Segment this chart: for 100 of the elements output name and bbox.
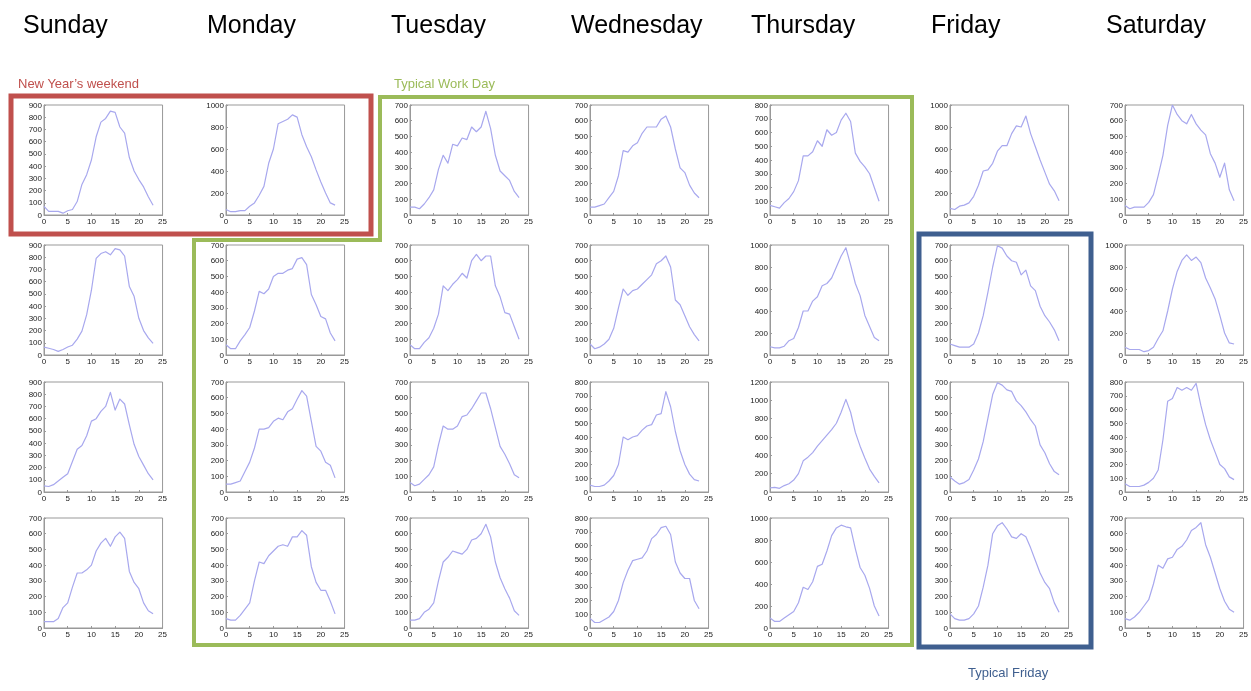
- x-tick-label: 10: [632, 629, 643, 639]
- y-tick-label: 800: [574, 377, 589, 387]
- x-tick-label: 10: [86, 629, 97, 639]
- x-tick-label: 10: [992, 629, 1003, 639]
- y-tick-label: 400: [574, 432, 589, 442]
- y-tick-label: 600: [1109, 529, 1124, 539]
- y-tick-label: 200: [934, 456, 949, 466]
- y-tick-label: 600: [1109, 405, 1124, 414]
- y-tick-label: 100: [754, 196, 769, 206]
- y-tick-label: 400: [210, 560, 225, 570]
- x-tick-label: 5: [611, 216, 617, 226]
- x-tick-label: 10: [452, 629, 463, 639]
- y-tick-label: 200: [574, 319, 589, 329]
- y-tick-label: 600: [210, 393, 225, 403]
- line-series: [1124, 382, 1235, 488]
- x-tick-label: 10: [632, 356, 643, 366]
- x-tick-label: 5: [247, 493, 253, 503]
- x-tick-label: 15: [656, 493, 667, 503]
- x-tick-label: 10: [268, 493, 279, 503]
- y-tick-label: 100: [28, 607, 43, 617]
- y-tick-label: 700: [574, 391, 589, 401]
- x-tick-label: 5: [971, 356, 977, 366]
- y-tick-label: 500: [934, 408, 949, 418]
- x-tick-label: 5: [791, 356, 797, 366]
- x-tick-label: 15: [476, 216, 487, 226]
- line-series: [769, 112, 880, 209]
- x-tick-label: 20: [316, 356, 326, 366]
- y-tick-label: 100: [394, 334, 409, 344]
- x-tick-label: 5: [431, 629, 437, 639]
- y-tick-label: 300: [394, 576, 409, 586]
- x-tick-label: 5: [791, 216, 797, 226]
- chart-title: Wednesday: [571, 9, 704, 38]
- y-tick-label: 400: [1109, 432, 1124, 442]
- y-tick-label: 100: [210, 471, 225, 481]
- y-tick-label: 600: [574, 405, 589, 414]
- line-series: [589, 115, 700, 208]
- x-tick-label: 25: [524, 493, 534, 503]
- y-tick-label: 900: [28, 240, 43, 250]
- y-tick-label: 500: [574, 554, 589, 564]
- x-tick-label: 15: [476, 629, 487, 639]
- y-tick-label: 500: [754, 141, 769, 151]
- y-tick-label: 100: [28, 475, 43, 485]
- x-tick-label: 5: [247, 216, 253, 226]
- x-tick-label: 10: [86, 493, 97, 503]
- y-tick-label: 300: [934, 440, 949, 450]
- x-tick-label: 20: [316, 629, 326, 639]
- y-tick-label: 200: [1109, 460, 1124, 469]
- y-tick-label: 400: [574, 568, 589, 578]
- y-tick-label: 700: [394, 100, 409, 110]
- y-tick-label: 400: [1109, 147, 1124, 157]
- x-tick-label: 10: [1167, 216, 1178, 226]
- y-tick-label: 200: [754, 328, 769, 338]
- y-tick-label: 400: [394, 287, 409, 297]
- y-tick-label: 700: [574, 527, 589, 537]
- x-tick-label: 25: [1064, 493, 1074, 503]
- y-tick-label: 100: [28, 198, 43, 208]
- y-tick-label: 400: [934, 424, 949, 434]
- y-tick-label: 300: [574, 446, 589, 456]
- x-tick-label: 25: [1239, 216, 1249, 226]
- line-series: [949, 115, 1060, 211]
- y-tick-label: 300: [574, 303, 589, 313]
- y-tick-label: 300: [28, 313, 43, 323]
- x-tick-label: 15: [1016, 356, 1027, 366]
- y-tick-label: 400: [1109, 560, 1124, 570]
- y-tick-label: 600: [28, 137, 43, 147]
- line-series: [949, 245, 1060, 348]
- line-series: [769, 524, 880, 622]
- x-tick-label: 10: [1167, 629, 1178, 639]
- x-tick-label: 5: [247, 629, 253, 639]
- x-tick-label: 20: [1040, 493, 1050, 503]
- y-tick-label: 200: [754, 601, 769, 611]
- y-tick-label: 300: [28, 576, 43, 586]
- x-tick-label: 5: [65, 493, 71, 503]
- y-tick-label: 500: [28, 289, 43, 299]
- x-tick-label: 15: [476, 493, 487, 503]
- x-tick-label: 25: [158, 629, 168, 639]
- x-tick-label: 20: [680, 216, 690, 226]
- x-tick-label: 20: [1215, 629, 1225, 639]
- line-series: [43, 248, 154, 352]
- y-tick-label: 800: [754, 100, 769, 110]
- line-series: [409, 253, 520, 350]
- y-tick-label: 200: [754, 183, 769, 192]
- y-tick-label: 400: [934, 166, 949, 176]
- text: Typical Friday: [968, 665, 1049, 680]
- x-tick-label: 15: [476, 356, 487, 366]
- y-tick-label: 200: [574, 460, 589, 469]
- line-series: [409, 523, 520, 621]
- y-tick-label: 500: [574, 271, 589, 281]
- y-tick-label: 600: [210, 256, 225, 266]
- y-tick-label: 300: [1109, 576, 1124, 586]
- x-tick-label: 5: [611, 493, 617, 503]
- y-tick-label: 100: [28, 338, 43, 348]
- y-tick-label: 200: [28, 592, 43, 602]
- x-tick-label: 10: [452, 216, 463, 226]
- y-tick-label: 700: [934, 377, 949, 387]
- line-series: [589, 525, 700, 624]
- line-series: [589, 255, 700, 350]
- y-tick-label: 300: [210, 303, 225, 313]
- y-tick-label: 600: [394, 256, 409, 266]
- line-series: [43, 391, 154, 488]
